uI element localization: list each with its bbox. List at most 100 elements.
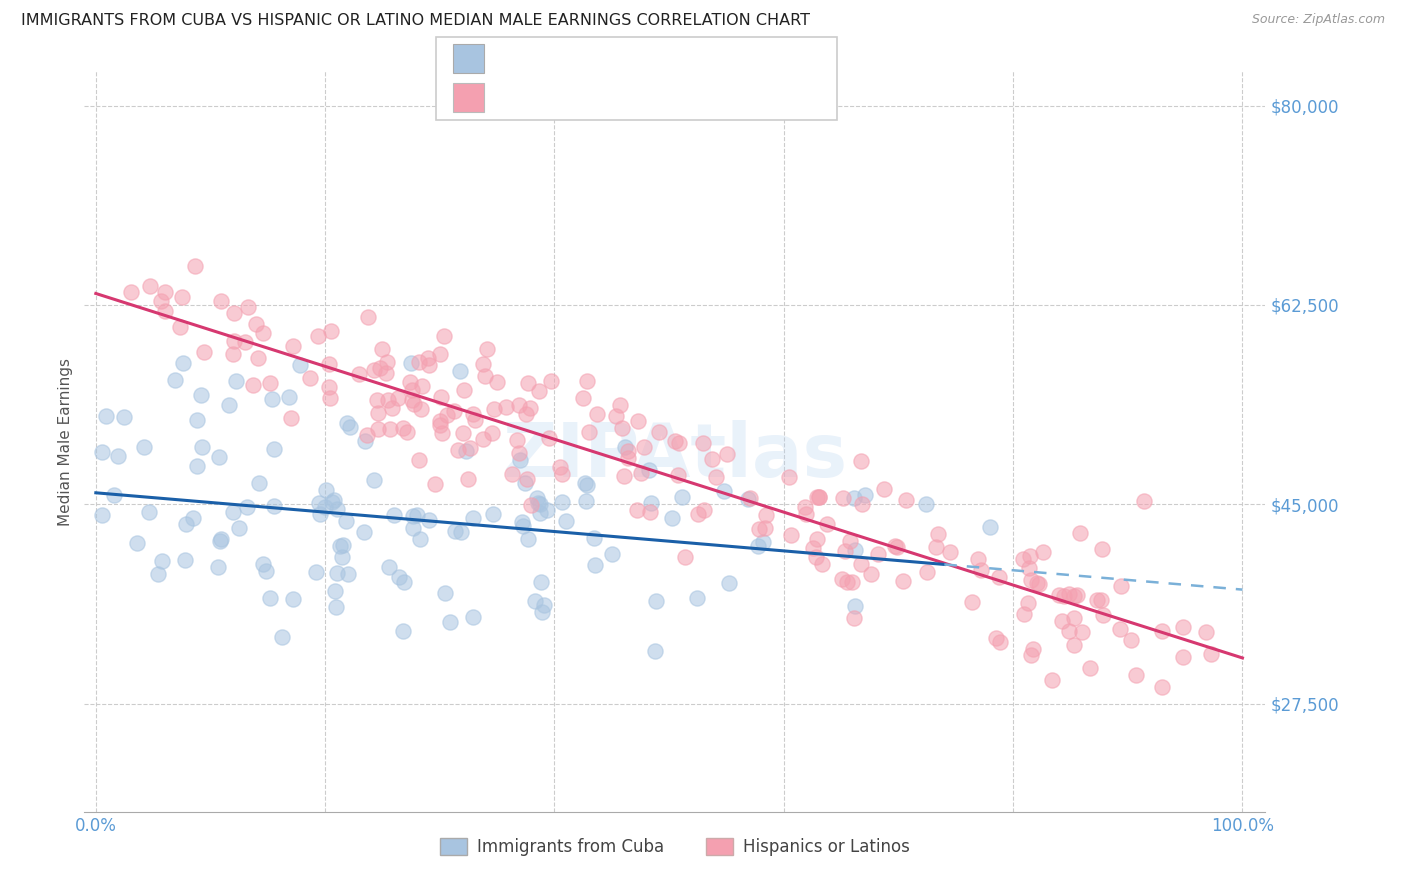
Text: R = -0.931   N = 201: R = -0.931 N = 201 xyxy=(498,88,686,106)
Point xyxy=(645,594,668,608)
Point xyxy=(576,478,599,492)
Point xyxy=(125,536,148,550)
Point xyxy=(794,508,817,522)
Point xyxy=(149,294,172,309)
Point xyxy=(463,610,485,624)
Point xyxy=(218,398,240,412)
Point xyxy=(1050,614,1073,628)
Point xyxy=(1018,560,1040,574)
Point xyxy=(693,503,716,517)
Point xyxy=(844,599,866,613)
Point xyxy=(235,335,257,350)
Point xyxy=(165,373,187,387)
Point xyxy=(924,541,946,555)
Point xyxy=(336,416,359,430)
Point xyxy=(583,531,606,545)
Point xyxy=(495,400,517,414)
Point xyxy=(894,493,917,508)
Point xyxy=(754,520,776,534)
Point xyxy=(807,490,830,504)
Point xyxy=(259,591,281,606)
Point xyxy=(1090,593,1112,607)
Point xyxy=(222,334,245,349)
Point xyxy=(530,575,553,590)
Point xyxy=(314,500,336,515)
Point xyxy=(378,560,401,574)
Point xyxy=(616,443,638,458)
Point xyxy=(509,453,531,467)
Point xyxy=(190,388,212,402)
Point xyxy=(1066,588,1088,602)
Point xyxy=(585,407,607,421)
Point xyxy=(914,497,936,511)
Point xyxy=(638,505,661,519)
Point xyxy=(174,517,197,532)
Point xyxy=(482,401,505,416)
Point xyxy=(1057,624,1080,639)
Point xyxy=(1125,667,1147,681)
Point xyxy=(686,591,709,605)
Point xyxy=(1012,607,1035,622)
Point xyxy=(353,524,375,539)
Point xyxy=(471,357,494,371)
Point xyxy=(148,567,170,582)
Point xyxy=(330,550,353,565)
Point xyxy=(1078,661,1101,675)
Point xyxy=(139,279,162,293)
Point xyxy=(392,624,415,639)
Point xyxy=(551,495,574,509)
Point xyxy=(326,566,349,580)
Point xyxy=(1171,650,1194,665)
Point xyxy=(356,310,378,325)
Point xyxy=(283,339,305,353)
Point xyxy=(94,409,117,423)
Point xyxy=(1152,624,1174,639)
Point xyxy=(508,398,530,412)
Point xyxy=(529,384,551,399)
Point xyxy=(430,426,453,441)
Point xyxy=(169,319,191,334)
Point xyxy=(347,368,370,382)
Point xyxy=(516,376,538,391)
Point xyxy=(172,290,194,304)
Point xyxy=(844,542,866,557)
Point xyxy=(207,559,229,574)
Point xyxy=(616,451,638,466)
Point xyxy=(416,351,439,366)
Text: Source: ZipAtlas.com: Source: ZipAtlas.com xyxy=(1251,13,1385,27)
Point xyxy=(671,490,693,504)
Point xyxy=(481,425,503,440)
Point xyxy=(1057,587,1080,601)
Point xyxy=(439,615,461,629)
Point xyxy=(225,374,247,388)
Point xyxy=(429,413,451,427)
Point xyxy=(461,407,484,421)
Point xyxy=(806,490,828,504)
Point xyxy=(529,506,551,520)
Point xyxy=(648,425,671,440)
Point xyxy=(1040,673,1063,687)
Point xyxy=(409,401,432,416)
Point xyxy=(815,517,838,532)
Point xyxy=(252,326,274,340)
Point xyxy=(513,475,536,490)
Point xyxy=(1063,638,1085,652)
Point xyxy=(222,306,245,320)
Point xyxy=(1150,680,1173,694)
Point xyxy=(527,496,550,510)
Point xyxy=(281,591,304,606)
Point xyxy=(605,409,627,423)
Point xyxy=(304,565,326,579)
Point xyxy=(529,497,551,511)
Point xyxy=(526,491,548,505)
Point xyxy=(337,567,360,582)
Point xyxy=(842,611,865,625)
Point xyxy=(939,545,962,559)
Point xyxy=(747,539,769,553)
Point xyxy=(457,472,479,486)
Point xyxy=(551,467,574,482)
Point xyxy=(443,404,465,418)
Point xyxy=(1109,622,1132,636)
Point xyxy=(329,539,352,553)
Point xyxy=(472,432,495,446)
